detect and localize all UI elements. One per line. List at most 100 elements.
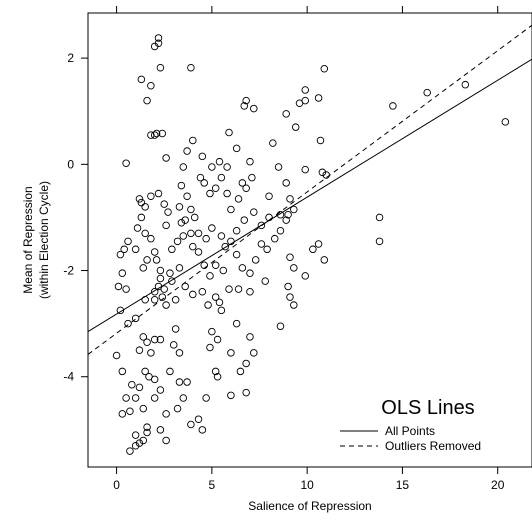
- data-point: [143, 423, 151, 431]
- data-point: [202, 394, 210, 402]
- data-point: [170, 341, 178, 349]
- data-point: [232, 319, 241, 328]
- data-point: [152, 129, 161, 138]
- data-point: [208, 224, 216, 232]
- y-axis-label-line2: (within Election Cycle): [37, 181, 51, 299]
- data-point: [234, 195, 243, 203]
- data-point: [135, 383, 144, 392]
- data-point: [316, 136, 325, 145]
- data-point: [162, 221, 170, 230]
- data-point: [215, 157, 224, 166]
- data-point: [150, 295, 159, 304]
- data-point: [318, 168, 327, 177]
- data-point: [206, 343, 214, 352]
- data-point: [156, 274, 165, 283]
- data-point: [217, 173, 226, 182]
- data-point: [171, 325, 180, 333]
- data-point: [219, 266, 228, 275]
- data-point: [122, 159, 130, 168]
- data-point: [122, 394, 130, 402]
- data-point: [190, 213, 199, 222]
- data-point: [286, 195, 294, 203]
- plot-frame: [87, 12, 532, 468]
- data-point: [223, 189, 231, 198]
- data-point: [156, 63, 165, 72]
- data-point: [200, 261, 208, 269]
- data-point: [187, 420, 195, 429]
- data-point: [175, 349, 184, 357]
- data-point: [211, 184, 220, 192]
- data-point: [221, 242, 229, 251]
- data-point: [232, 250, 241, 259]
- data-point: [225, 128, 233, 137]
- data-point: [501, 118, 510, 126]
- data-point: [183, 147, 191, 155]
- data-point: [162, 436, 170, 445]
- data-point: [118, 367, 127, 376]
- data-point: [143, 428, 151, 437]
- data-point: [232, 226, 241, 235]
- data-point: [189, 290, 197, 299]
- y-axis-label-group: Mean of Repression (within Election Cycl…: [21, 181, 51, 299]
- data-point: [126, 447, 134, 455]
- x-tick-label: 0: [113, 478, 120, 492]
- data-point: [234, 285, 243, 293]
- data-point: [217, 232, 226, 240]
- data-point: [171, 295, 180, 304]
- data-point: [206, 189, 214, 198]
- data-point: [158, 293, 167, 301]
- y-tick-label: -2: [63, 264, 74, 278]
- data-point: [131, 431, 140, 439]
- data-point: [114, 282, 123, 291]
- data-point: [208, 163, 216, 171]
- data-point: [282, 179, 290, 187]
- ols-line-outliers-removed: [87, 24, 532, 355]
- data-point: [284, 282, 292, 291]
- legend-entry-outliers-removed: Outliers Removed: [385, 439, 481, 453]
- data-point: [270, 234, 279, 243]
- data-point: [154, 39, 163, 48]
- data-point: [242, 184, 250, 192]
- data-point: [141, 203, 149, 211]
- data-point: [320, 256, 329, 264]
- data-point: [135, 346, 144, 354]
- data-point: [173, 237, 182, 246]
- data-point: [154, 189, 163, 198]
- data-point: [261, 277, 269, 285]
- data-point: [461, 80, 470, 89]
- data-point: [183, 192, 191, 200]
- data-point: [314, 240, 323, 248]
- data-point: [217, 306, 226, 315]
- data-point: [158, 129, 167, 138]
- data-point: [175, 264, 184, 272]
- data-point: [423, 88, 431, 97]
- data-point: [242, 388, 250, 397]
- data-point: [286, 293, 294, 301]
- data-point: [194, 415, 203, 423]
- data-point: [150, 335, 159, 344]
- legend: OLS Lines All Points Outliers Removed: [340, 397, 481, 453]
- data-point: [250, 208, 258, 216]
- data-point: [147, 234, 155, 243]
- data-point: [282, 110, 290, 118]
- data-point: [135, 195, 144, 203]
- data-point: [150, 288, 159, 296]
- data-point: [204, 301, 212, 309]
- data-point: [168, 277, 176, 285]
- data-point: [198, 426, 207, 434]
- data-point: [189, 242, 197, 251]
- data-point: [246, 157, 254, 166]
- data-point: [301, 272, 309, 280]
- data-point: [240, 216, 249, 224]
- data-point: [131, 245, 140, 254]
- x-axis-label: Salience of Repression: [248, 499, 371, 513]
- data-point: [162, 301, 170, 309]
- data-point: [187, 229, 195, 238]
- data-point: [139, 333, 148, 341]
- data-point: [194, 229, 203, 238]
- y-tick-label: -4: [63, 370, 74, 384]
- data-point: [257, 240, 266, 248]
- data-point: [246, 288, 254, 296]
- data-point: [175, 203, 184, 211]
